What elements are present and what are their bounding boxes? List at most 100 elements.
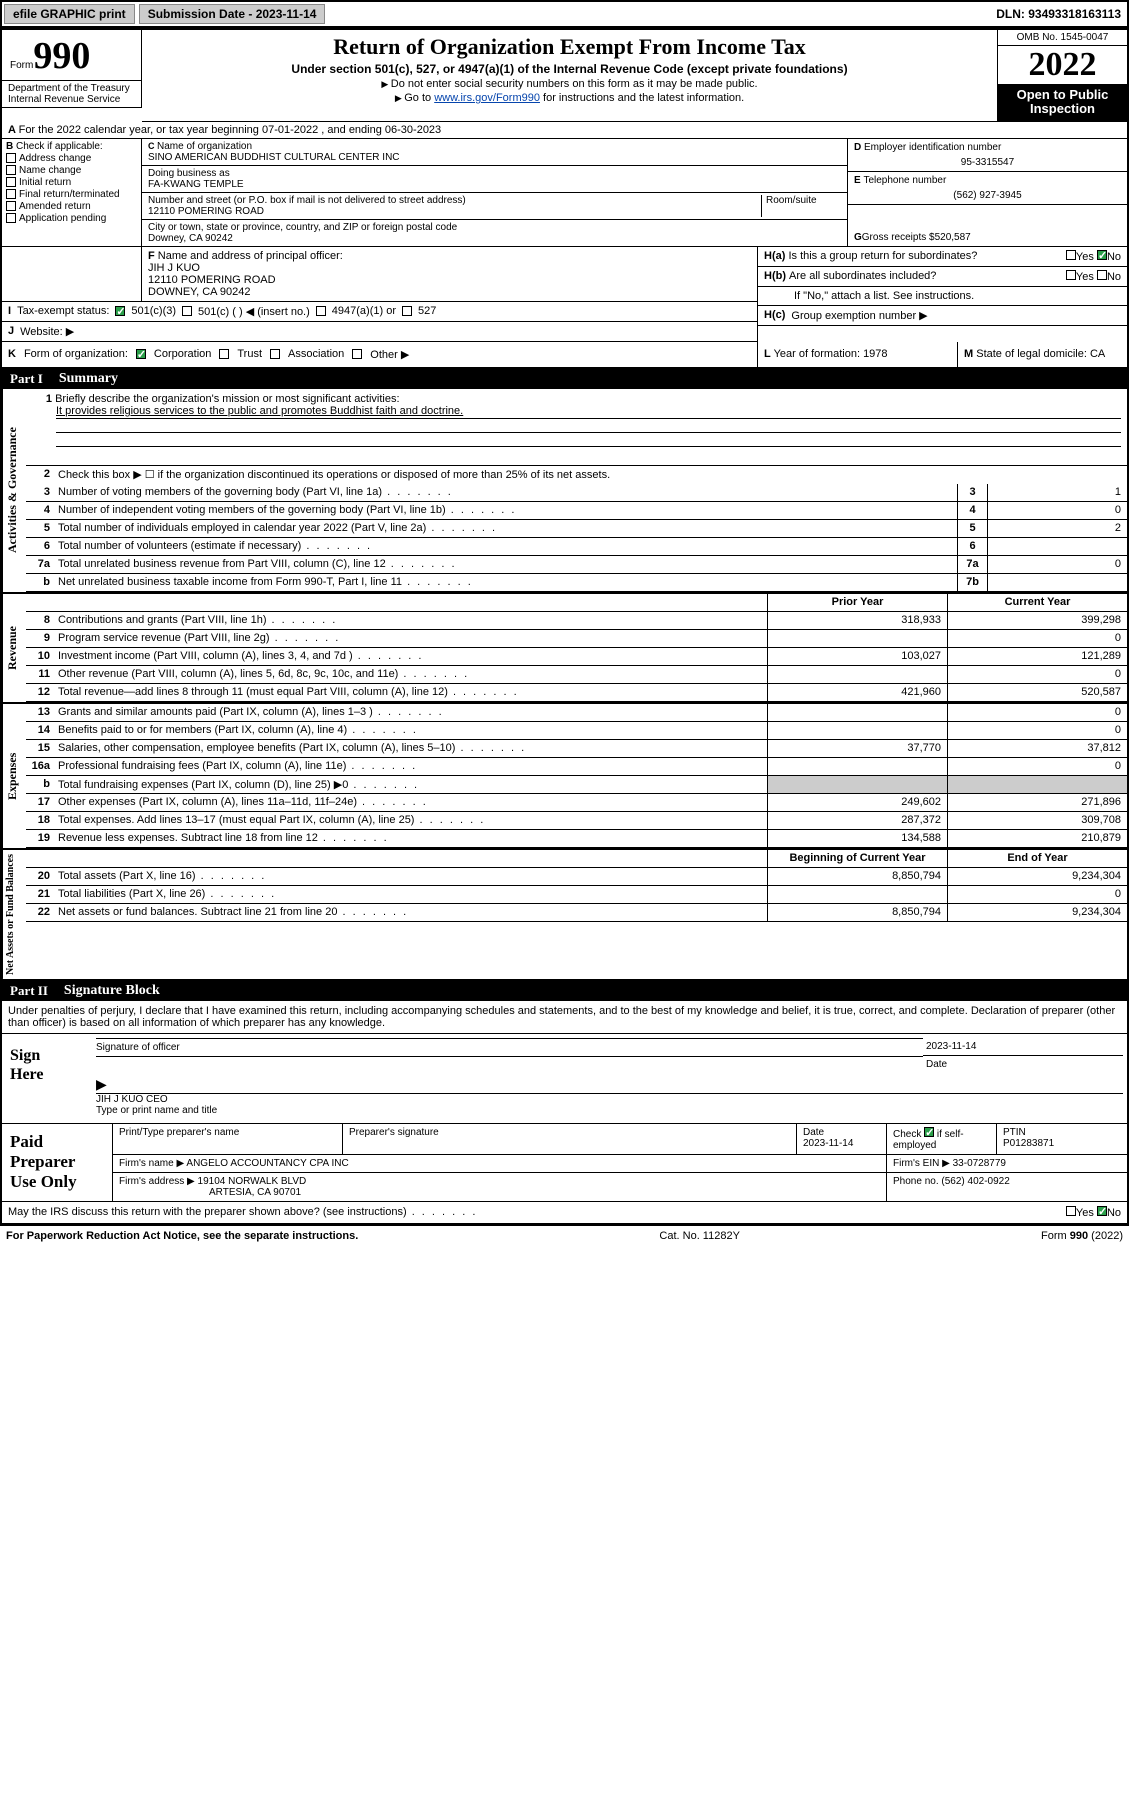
section-net-assets: Net Assets or Fund Balances Beginning of… [2, 850, 1127, 981]
summary-row: 11Other revenue (Part VIII, column (A), … [26, 666, 1127, 684]
title-cell: Return of Organization Exempt From Incom… [142, 30, 997, 122]
department-text: Department of the Treasury Internal Reve… [8, 83, 130, 105]
paid-preparer-label: Paid Preparer Use Only [2, 1124, 112, 1201]
top-bar: efile GRAPHIC print Submission Date - 20… [0, 0, 1129, 28]
summary-row: 14Benefits paid to or for members (Part … [26, 722, 1127, 740]
omb-number: OMB No. 1545-0047 [998, 30, 1127, 46]
summary-row: 10Investment income (Part VIII, column (… [26, 648, 1127, 666]
checkbox-b-item[interactable] [6, 153, 16, 163]
dba-name: FA-KWANG TEMPLE [148, 179, 244, 190]
instruction-line-1: Do not enter social security numbers on … [150, 78, 989, 90]
submission-date-button[interactable]: Submission Date - 2023-11-14 [139, 4, 326, 24]
form-number-cell: Form990 [2, 30, 142, 81]
officer-addr1: 12110 POMERING ROAD [148, 274, 276, 286]
sign-date: 2023-11-14 [923, 1038, 1123, 1056]
dln-label: DLN: 93493318163113 [996, 7, 1127, 21]
checkbox-discuss-yes[interactable] [1066, 1206, 1076, 1216]
checkbox-b-item[interactable] [6, 165, 16, 175]
firm-address: 19104 NORWALK BLVD [198, 1176, 307, 1187]
summary-row: 13Grants and similar amounts paid (Part … [26, 704, 1127, 722]
summary-row: 17Other expenses (Part IX, column (A), l… [26, 794, 1127, 812]
checkbox-discuss-no[interactable] [1097, 1206, 1107, 1216]
checkbox-501c3[interactable] [115, 306, 125, 316]
checkbox-assoc[interactable] [270, 349, 280, 359]
summary-row: 6Total number of volunteers (estimate if… [26, 538, 1127, 556]
declaration-text: Under penalties of perjury, I declare th… [2, 1001, 1127, 1034]
summary-row: 20Total assets (Part X, line 16)8,850,79… [26, 868, 1127, 886]
irs-link[interactable]: www.irs.gov/Form990 [434, 92, 540, 104]
sign-here-section: Sign Here Signature of officer 2023-11-1… [2, 1034, 1127, 1124]
summary-row: 5Total number of individuals employed in… [26, 520, 1127, 538]
firm-city: ARTESIA, CA 90701 [209, 1187, 301, 1198]
checkbox-trust[interactable] [219, 349, 229, 359]
summary-row: bTotal fundraising expenses (Part IX, co… [26, 776, 1127, 794]
summary-row: 21Total liabilities (Part X, line 26)0 [26, 886, 1127, 904]
summary-row: 18Total expenses. Add lines 13–17 (must … [26, 812, 1127, 830]
checkbox-other[interactable] [352, 349, 362, 359]
phone-value: (562) 927-3945 [854, 186, 1121, 201]
column-C-org-info: C Name of organization SINO AMERICAN BUD… [142, 139, 847, 246]
main-title: Return of Organization Exempt From Incom… [150, 34, 989, 60]
part1-header: Part I Summary [2, 369, 1127, 389]
year-formation: 1978 [863, 348, 887, 360]
year-cell: OMB No. 1545-0047 2022 Open to Public In… [997, 30, 1127, 122]
efile-button[interactable]: efile GRAPHIC print [4, 4, 135, 24]
summary-row: 4Number of independent voting members of… [26, 502, 1127, 520]
checkbox-self-employed[interactable] [924, 1127, 934, 1137]
section-revenue: Revenue Prior Year Current Year 8Contrib… [2, 594, 1127, 704]
checkbox-b-item[interactable] [6, 189, 16, 199]
tab-governance: Activities & Governance [2, 389, 26, 592]
tax-year: 2022 [998, 46, 1127, 84]
section-governance: Activities & Governance 1 Briefly descri… [2, 389, 1127, 594]
state-domicile: CA [1090, 348, 1105, 360]
tab-net-assets: Net Assets or Fund Balances [2, 850, 26, 979]
tab-expenses: Expenses [2, 704, 26, 848]
column-DEG: D Employer identification number 95-3315… [847, 139, 1127, 246]
gross-receipts: 520,587 [935, 232, 971, 243]
summary-row: 15Salaries, other compensation, employee… [26, 740, 1127, 758]
column-H: H(a) Is this a group return for subordin… [757, 247, 1127, 342]
instruction-line-2: Go to www.irs.gov/Form990 for instructio… [150, 92, 989, 104]
firm-ein: 33-0728779 [953, 1158, 1006, 1169]
form-word: Form [10, 60, 33, 71]
checkbox-ha-no[interactable] [1097, 250, 1107, 260]
section-expenses: Expenses 13Grants and similar amounts pa… [2, 704, 1127, 850]
summary-row: 7aTotal unrelated business revenue from … [26, 556, 1127, 574]
checkbox-b-item[interactable] [6, 177, 16, 187]
summary-row: 3Number of voting members of the governi… [26, 484, 1127, 502]
checkbox-hb-no[interactable] [1097, 270, 1107, 280]
form-number: 990 [33, 35, 90, 77]
part2-header: Part II Signature Block [2, 981, 1127, 1001]
form-header: Form990 Department of the Treasury Inter… [2, 30, 1127, 122]
discuss-row: May the IRS discuss this return with the… [2, 1202, 1127, 1224]
section-FH: F Name and address of principal officer:… [2, 247, 1127, 342]
checkbox-b-item[interactable] [6, 213, 16, 223]
officer-signed-name: JIH J KUO CEO [96, 1093, 1123, 1105]
firm-phone: (562) 402-0922 [941, 1176, 1009, 1187]
column-B-checkboxes: B Check if applicable: Address changeNam… [2, 139, 142, 246]
checkbox-hb-yes[interactable] [1066, 270, 1076, 280]
preparer-date: 2023-11-14 [803, 1138, 853, 1149]
summary-row: 8Contributions and grants (Part VIII, li… [26, 612, 1127, 630]
sign-here-label: Sign Here [2, 1034, 72, 1123]
footer-row: For Paperwork Reduction Act Notice, see … [0, 1226, 1129, 1246]
form-frame: Form990 Department of the Treasury Inter… [0, 28, 1129, 1226]
tab-revenue: Revenue [2, 594, 26, 702]
checkbox-527[interactable] [402, 306, 412, 316]
summary-row: 22Net assets or fund balances. Subtract … [26, 904, 1127, 922]
summary-row: 12Total revenue—add lines 8 through 11 (… [26, 684, 1127, 702]
ptin-value: P01283871 [1003, 1138, 1054, 1149]
checkbox-501c[interactable] [182, 306, 192, 316]
checkbox-corp[interactable] [136, 349, 146, 359]
paid-preparer-section: Paid Preparer Use Only Print/Type prepar… [2, 1124, 1127, 1202]
row-A-tax-year: A For the 2022 calendar year, or tax yea… [2, 122, 1127, 139]
inspection-badge: Open to Public Inspection [998, 84, 1127, 121]
summary-row: 19Revenue less expenses. Subtract line 1… [26, 830, 1127, 848]
checkbox-ha-yes[interactable] [1066, 250, 1076, 260]
mission-text: It provides religious services to the pu… [56, 405, 1121, 419]
checkbox-4947[interactable] [316, 306, 326, 316]
checkbox-b-item[interactable] [6, 201, 16, 211]
officer-addr2: DOWNEY, CA 90242 [148, 286, 251, 298]
firm-name: ANGELO ACCOUNTANCY CPA INC [186, 1158, 348, 1169]
org-name: SINO AMERICAN BUDDHIST CULTURAL CENTER I… [148, 152, 400, 163]
